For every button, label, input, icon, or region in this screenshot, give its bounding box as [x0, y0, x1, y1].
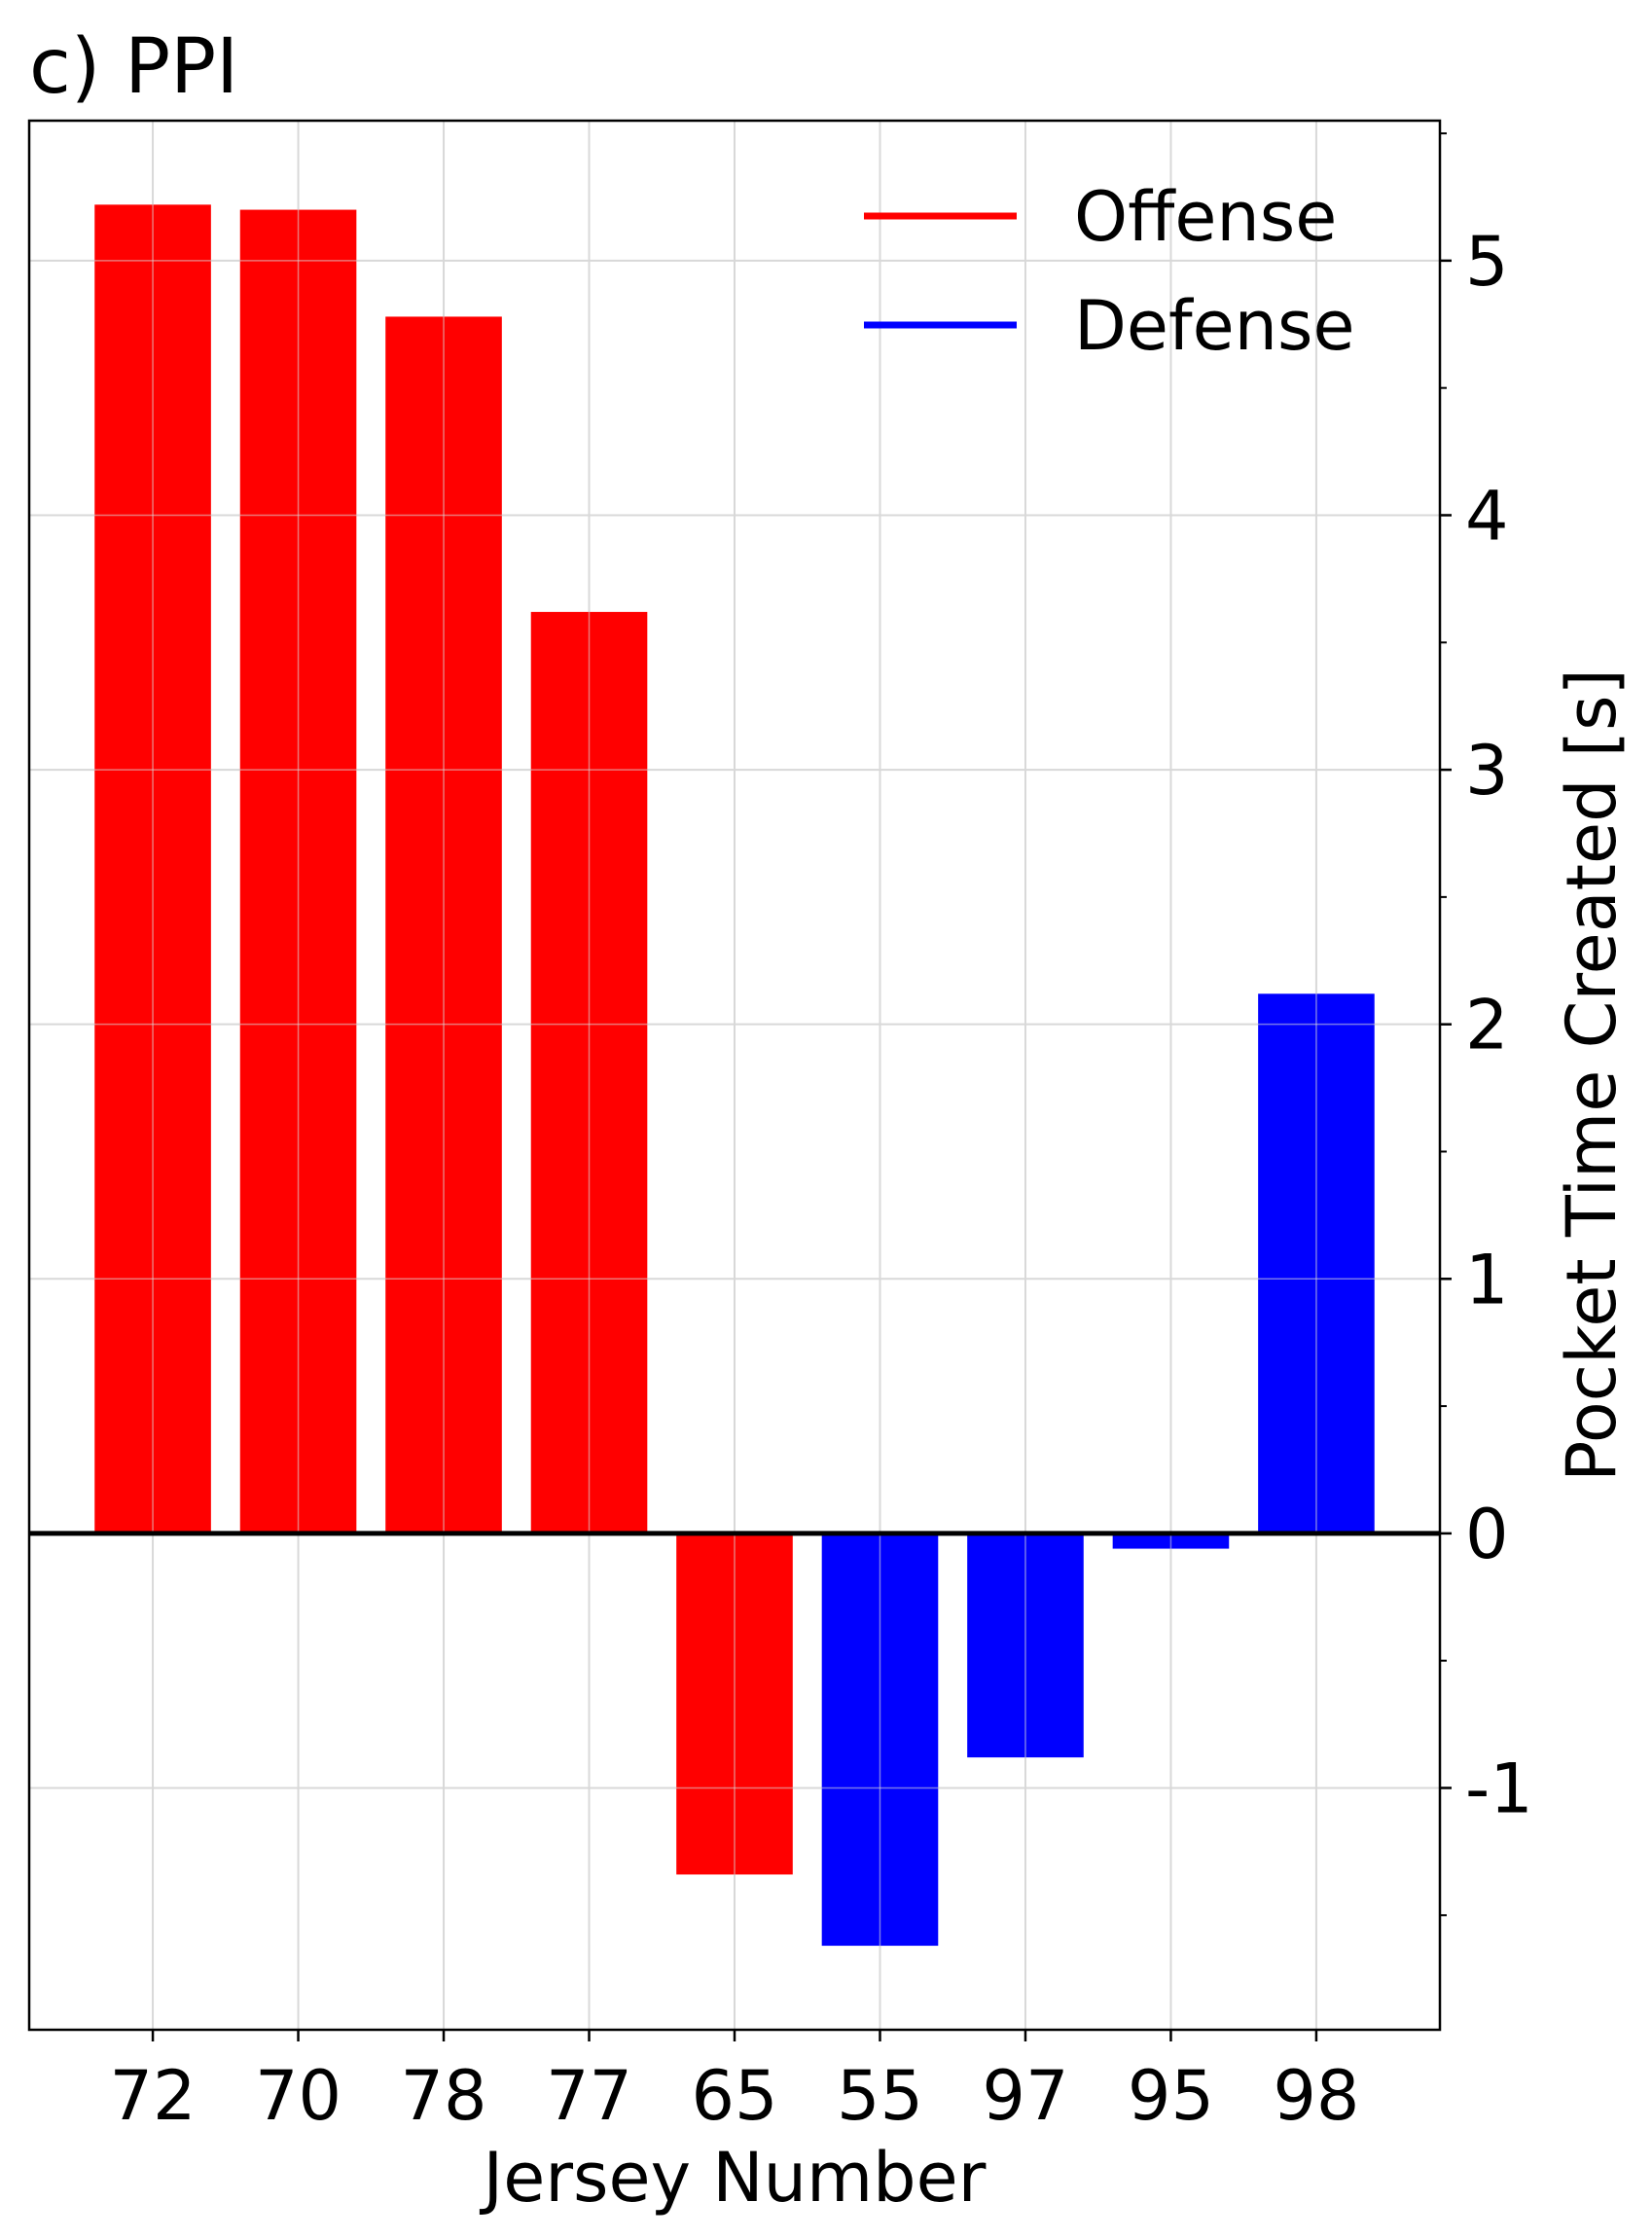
- y-tick-label: 4: [1465, 476, 1509, 556]
- legend-label-defense: Defense: [1074, 286, 1355, 366]
- x-tick-label: 72: [110, 2056, 197, 2136]
- y-ticks: -1 0 1 2 3 4 5: [1440, 132, 1533, 1917]
- bars: [29, 121, 1440, 2030]
- legend: Offense Defense: [864, 177, 1355, 366]
- x-tick-label: 98: [1273, 2056, 1359, 2136]
- chart-title: c) PPI: [29, 23, 238, 111]
- y-tick-label: 2: [1465, 986, 1509, 1065]
- x-axis-label: Jersey Number: [480, 2138, 987, 2218]
- y-tick-label: 5: [1465, 222, 1509, 302]
- x-ticks: 72 70 78 77 65 55 97 95 98: [110, 2030, 1359, 2136]
- x-tick-label: 95: [1128, 2056, 1214, 2136]
- x-tick-label: 65: [691, 2056, 777, 2136]
- y-tick-label: 0: [1465, 1495, 1509, 1574]
- x-tick-label: 77: [546, 2056, 632, 2136]
- y-tick-label: 3: [1465, 731, 1509, 811]
- y-axis-label: Pocket Time Created [s]: [1552, 668, 1632, 1482]
- x-tick-label: 97: [982, 2056, 1068, 2136]
- y-tick-label: -1: [1465, 1749, 1533, 1828]
- x-tick-label: 78: [400, 2056, 486, 2136]
- legend-label-offense: Offense: [1074, 177, 1337, 257]
- x-tick-label: 70: [255, 2056, 341, 2136]
- x-tick-label: 55: [837, 2056, 923, 2136]
- y-tick-label: 1: [1465, 1240, 1509, 1319]
